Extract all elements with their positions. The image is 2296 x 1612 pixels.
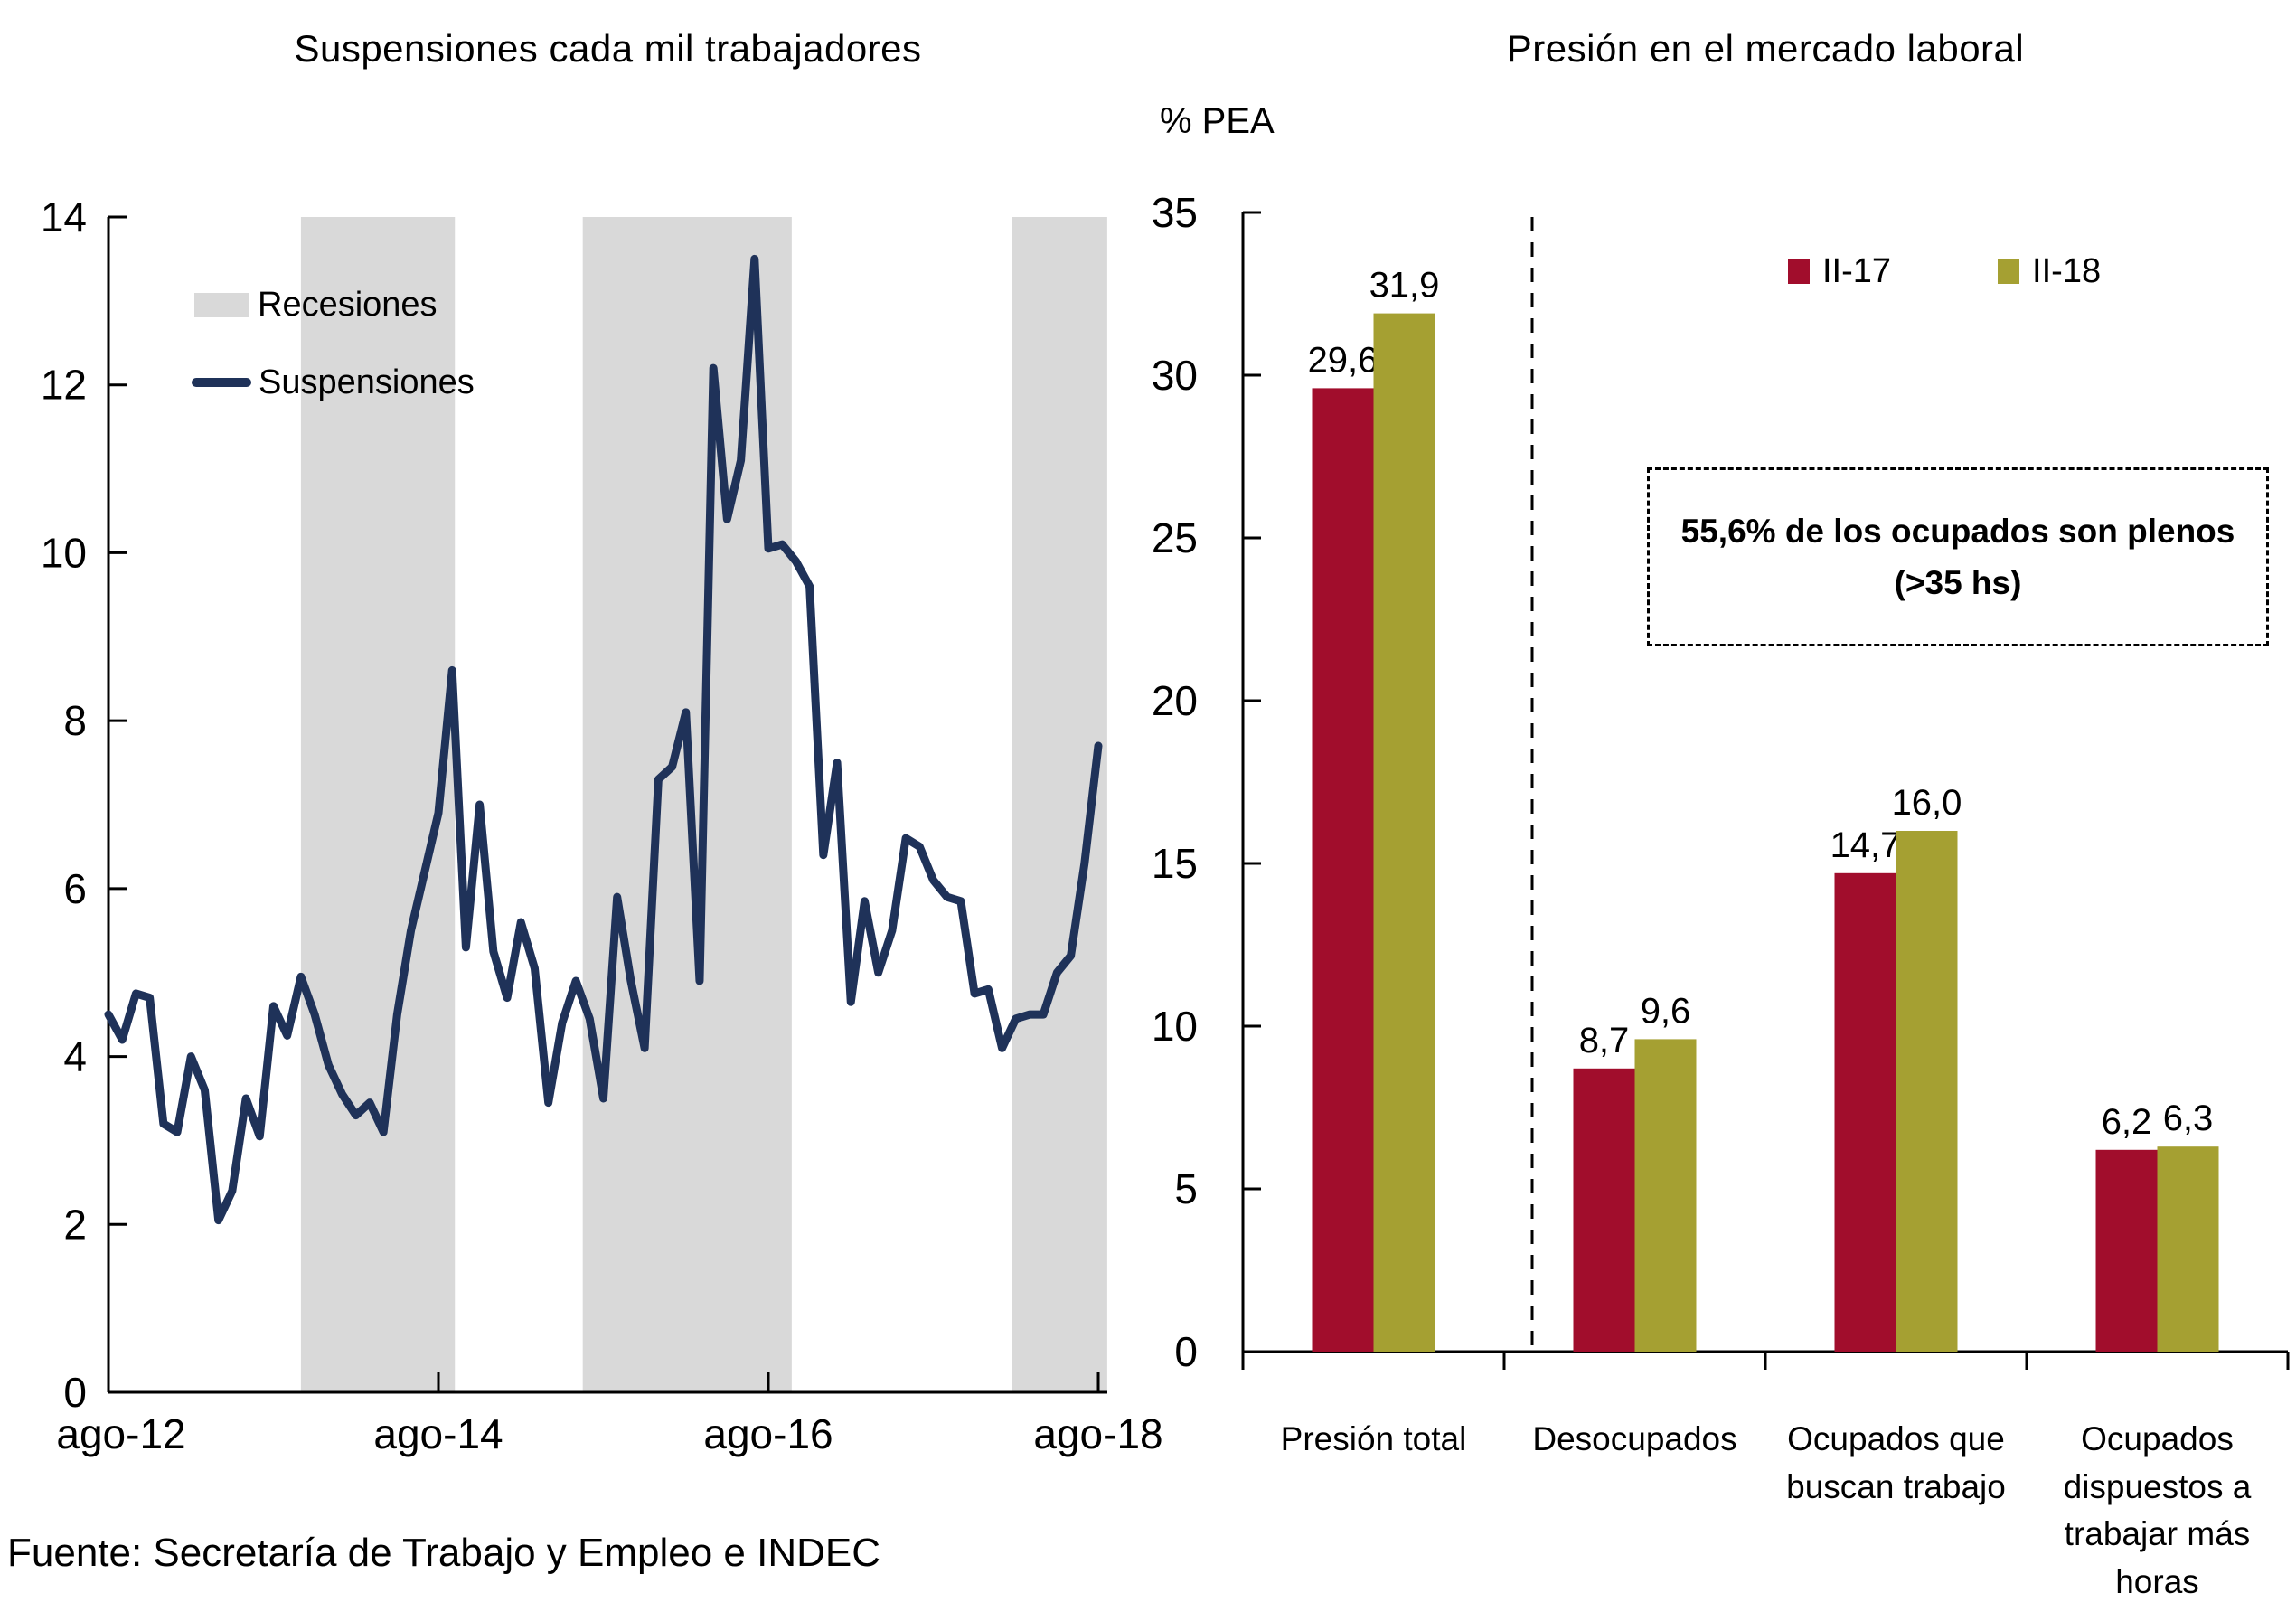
- bar-value-label: 29,6: [1308, 340, 1379, 380]
- bar-II-17-3: [2095, 1149, 2158, 1352]
- legend-item-ii18: II-18: [1998, 252, 2101, 291]
- right-y-tick-label: 25: [1152, 514, 1198, 561]
- left-x-tick-label: ago-12: [56, 1410, 185, 1457]
- bar-II-18-1: [1634, 1039, 1697, 1352]
- legend-item-suspensiones: Suspensiones: [192, 363, 475, 401]
- left-chart-title: Suspensiones cada mil trabajadores: [294, 27, 922, 70]
- left-y-tick-label: 2: [63, 1201, 87, 1248]
- bar-II-18-3: [2157, 1146, 2219, 1352]
- bar-value-label: 14,7: [1830, 825, 1901, 865]
- left-y-tick-label: 12: [41, 362, 87, 409]
- bar-value-label: 6,2: [2102, 1102, 2152, 1142]
- left-y-tick-label: 4: [63, 1033, 87, 1080]
- category-label-desocupados: Desocupados: [1532, 1420, 1737, 1457]
- bar-II-18-0: [1373, 313, 1435, 1353]
- right-y-tick-label: 20: [1152, 677, 1198, 724]
- annotation-line-2: (>35 hs): [1894, 564, 2022, 601]
- right-y-tick-label: 35: [1152, 189, 1198, 236]
- category-label-ocupados-buscan: Ocupados que buscan trabajo: [1786, 1420, 2006, 1505]
- right-y-tick-label: 0: [1174, 1328, 1198, 1375]
- left-x-tick-label: ago-14: [373, 1410, 503, 1457]
- recession-band: [300, 217, 456, 1392]
- bar-II-17-2: [1834, 872, 1896, 1352]
- left-x-tick-label: ago-18: [1033, 1410, 1162, 1457]
- left-y-tick-label: 6: [63, 865, 87, 912]
- legend-label-recesiones: Recesiones: [258, 285, 438, 324]
- left-y-tick-label: 0: [63, 1369, 87, 1416]
- recessions-band-swatch: [194, 292, 249, 317]
- left-x-tick-label: ago-16: [703, 1410, 833, 1457]
- bar-value-label: 16,0: [1892, 783, 1962, 823]
- category-label-presion-total: Presión total: [1280, 1420, 1467, 1457]
- right-y-tick-label: 30: [1152, 352, 1198, 399]
- left-y-tick-label: 8: [63, 697, 87, 744]
- bar-value-label: 9,6: [1641, 991, 1691, 1031]
- suspensiones-line-swatch: [192, 378, 251, 387]
- bar-value-label: 6,3: [2163, 1098, 2214, 1138]
- legend-label-ii17: II-17: [1822, 251, 1892, 290]
- annotation-box: 55,6% de los ocupados son plenos (>35 hs…: [1647, 467, 2269, 646]
- right-y-tick-label: 5: [1174, 1165, 1198, 1212]
- left-y-tick-label: 10: [41, 529, 87, 576]
- suspensiones-line: [104, 254, 1103, 1225]
- right-chart-title: Presión en el mercado laboral: [1506, 27, 2025, 70]
- source-note: Fuente: Secretaría de Trabajo y Empleo e…: [7, 1531, 881, 1575]
- legend-label-ii18: II-18: [2032, 251, 2102, 290]
- legend-label-suspensiones: Suspensiones: [259, 363, 475, 401]
- legend-item-recesiones: Recesiones: [194, 286, 438, 324]
- bar-II-18-2: [1896, 831, 1958, 1352]
- legend-item-ii17: II-17: [1788, 252, 1891, 291]
- bar-II-17-0: [1312, 388, 1374, 1352]
- category-label-ocupados-dispuestos: Ocupados dispuestos a trabajar más horas: [2063, 1420, 2252, 1600]
- right-y-tick-label: 10: [1152, 1003, 1198, 1050]
- ii17-swatch: [1788, 259, 1810, 284]
- bar-II-17-1: [1573, 1068, 1635, 1352]
- annotation-line-1: 55,6% de los ocupados son plenos: [1680, 512, 2235, 550]
- right-y-tick-label: 15: [1152, 840, 1198, 887]
- bar-chart-legend: II-17 II-18: [1788, 252, 2207, 291]
- bar-value-label: 31,9: [1369, 266, 1440, 306]
- right-chart-y-axis-unit-label: % PEA: [1160, 101, 1275, 141]
- left-y-tick-label: 14: [41, 193, 87, 240]
- ii18-swatch: [1998, 259, 2020, 284]
- bar-value-label: 8,7: [1579, 1021, 1630, 1061]
